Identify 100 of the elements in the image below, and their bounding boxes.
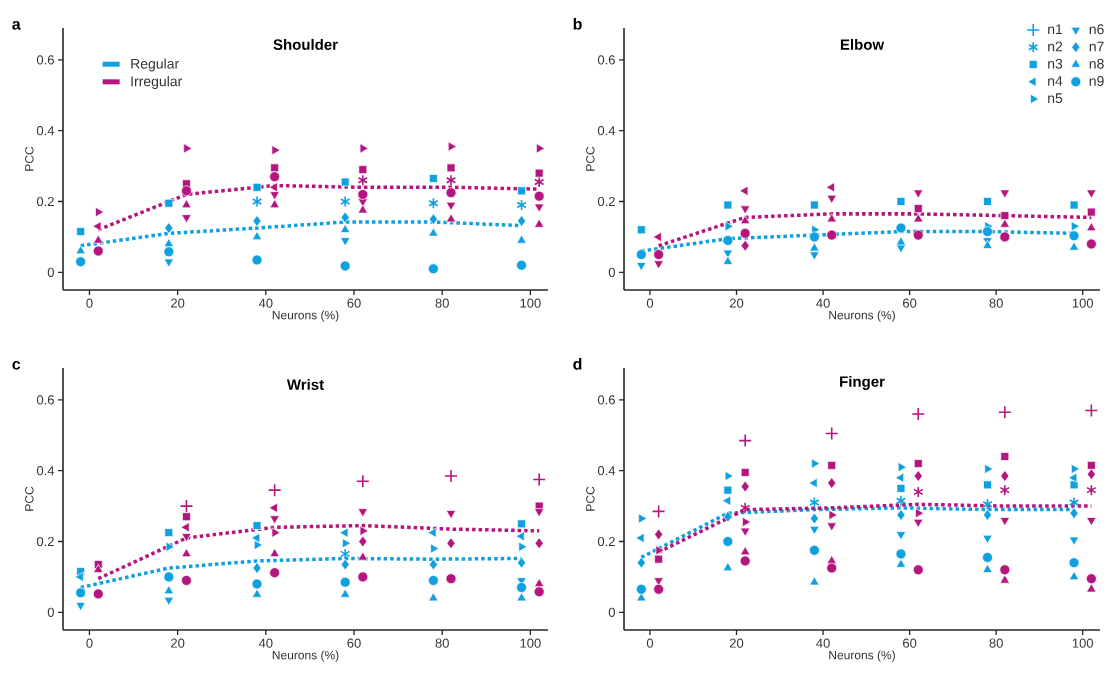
x-tick-label: 0 — [86, 298, 93, 308]
point — [654, 528, 664, 541]
point — [340, 211, 350, 224]
x-tick-label: 0 — [86, 638, 93, 648]
point — [912, 229, 924, 241]
point — [1068, 472, 1078, 483]
x-tick-label: 60 — [903, 298, 917, 308]
point — [340, 195, 351, 208]
point — [1086, 573, 1097, 585]
point — [339, 576, 351, 588]
point — [356, 474, 370, 489]
point — [269, 171, 280, 183]
point — [984, 463, 994, 475]
point — [164, 528, 174, 537]
point — [74, 571, 84, 583]
point — [428, 227, 439, 237]
x-tick-label: 40 — [258, 638, 273, 648]
point — [896, 197, 906, 206]
point — [740, 502, 751, 514]
point — [516, 234, 527, 244]
y-tick-label: 0 — [47, 607, 54, 617]
x-tick-label: 60 — [347, 638, 361, 648]
point — [445, 201, 457, 211]
point — [357, 204, 368, 214]
point — [429, 174, 438, 183]
point — [739, 185, 749, 196]
point — [1068, 571, 1080, 580]
point — [444, 469, 458, 483]
point — [740, 527, 751, 537]
text: a — [12, 20, 21, 30]
point — [445, 187, 457, 198]
point — [253, 539, 263, 551]
point — [516, 259, 527, 271]
x-tick-label: 40 — [816, 638, 830, 648]
point — [723, 510, 733, 523]
point — [534, 203, 545, 213]
y-tick-label: 0.2 — [36, 196, 54, 207]
point — [982, 563, 993, 573]
point — [271, 527, 281, 538]
point — [163, 585, 174, 595]
point — [269, 191, 280, 201]
y-tick-label: 0.4 — [36, 466, 55, 476]
point — [739, 555, 751, 567]
legend-label: Irregular — [131, 76, 183, 90]
x-tick-label: 60 — [903, 638, 917, 648]
point — [653, 583, 664, 595]
point — [810, 200, 819, 210]
x-tick-label: 80 — [989, 298, 1003, 308]
point — [1068, 557, 1080, 569]
point — [740, 546, 751, 556]
x-tick-label: 100 — [1072, 638, 1094, 648]
point — [357, 551, 368, 561]
x-axis-title: Neurons (%) — [272, 310, 339, 322]
y-axis-title: PCC — [586, 486, 595, 511]
point — [163, 238, 174, 248]
point — [252, 521, 262, 530]
point — [897, 462, 907, 473]
point — [636, 262, 647, 272]
point — [359, 525, 369, 536]
y-axis-title: PCC — [25, 486, 34, 511]
x-axis-title: Neurons (%) — [272, 650, 339, 662]
point — [534, 176, 545, 188]
point — [534, 537, 544, 550]
point — [357, 189, 369, 200]
point — [651, 504, 666, 519]
point — [982, 552, 993, 563]
x-tick-label: 20 — [171, 638, 185, 648]
point — [895, 472, 905, 483]
text: Shoulder — [273, 38, 338, 50]
point — [251, 195, 263, 208]
point — [271, 145, 281, 156]
point — [339, 527, 349, 538]
chart-title: Finger — [840, 375, 885, 390]
y-tick-label: 0 — [47, 267, 54, 277]
point — [445, 213, 457, 223]
point — [181, 199, 192, 209]
point — [999, 574, 1010, 584]
x-tick-label: 100 — [520, 638, 541, 648]
point — [826, 522, 837, 532]
point — [635, 532, 645, 544]
point — [532, 472, 546, 487]
point — [92, 588, 104, 600]
legend-label: n2 — [1048, 41, 1063, 52]
point — [1070, 221, 1080, 232]
point — [517, 186, 526, 196]
point — [895, 548, 907, 560]
x-tick-label: 60 — [347, 298, 361, 308]
text: Elbow — [840, 38, 885, 50]
point — [428, 575, 439, 586]
point — [445, 510, 457, 520]
point — [654, 554, 663, 564]
point — [93, 234, 104, 244]
point — [983, 480, 992, 490]
point — [340, 588, 351, 598]
point — [95, 206, 105, 218]
point — [267, 483, 282, 497]
point — [722, 562, 733, 572]
legend-label: n5 — [1048, 93, 1063, 104]
point — [809, 512, 819, 525]
legend-label: n9 — [1089, 76, 1104, 86]
